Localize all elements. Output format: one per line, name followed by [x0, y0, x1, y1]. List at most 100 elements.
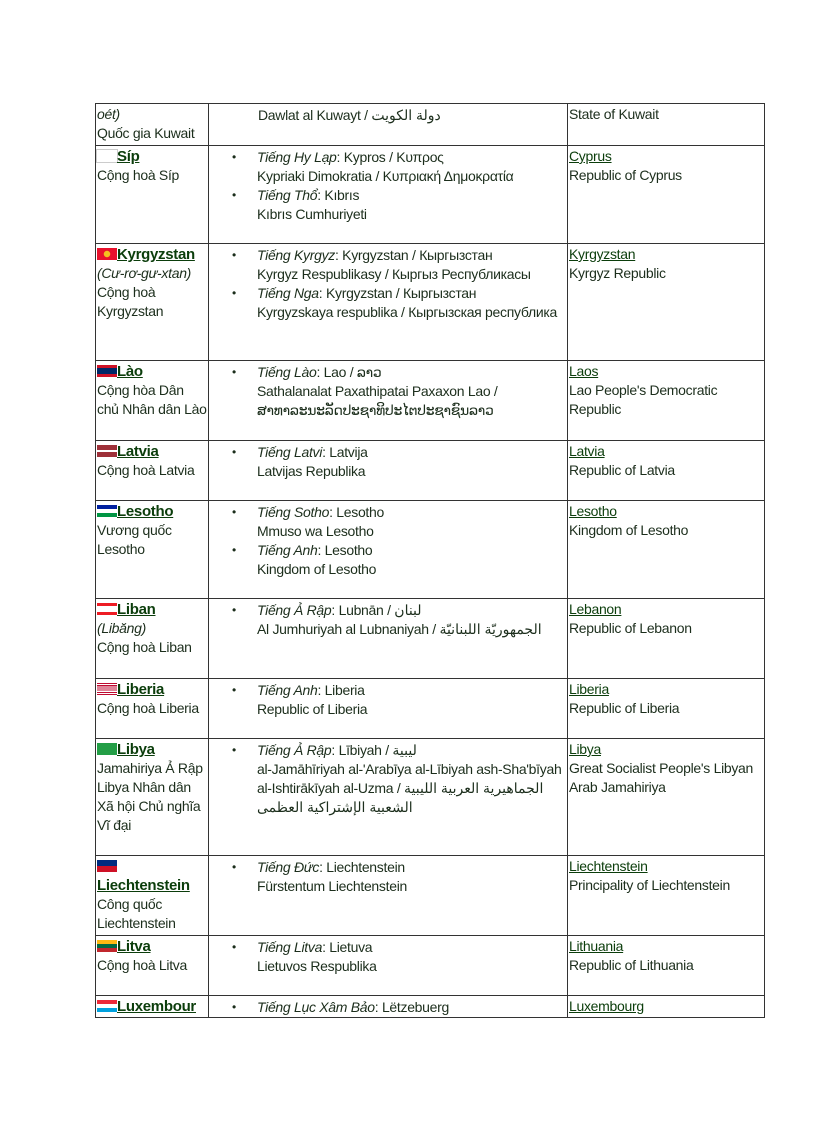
short-name: Lubnān / لبنان	[338, 602, 422, 618]
country-link[interactable]: Lesotho	[117, 503, 174, 520]
vietnamese-cell: Liechtenstein Công quốc Liechtenstein	[95, 855, 209, 936]
vietnamese-cell: Síp Cộng hoà Síp	[95, 145, 209, 244]
native-cell: Tiếng Lục Xâm Bảo: Lëtzebuerg	[208, 995, 568, 1018]
official-name-vi: Cộng hoà Litva	[97, 957, 187, 973]
full-name: Sathalanalat Paxathipatai Paxaxon Lao / …	[257, 383, 498, 418]
english-full-name: Lao People's Democratic Republic	[569, 382, 718, 417]
country-link[interactable]: Lào	[117, 363, 143, 380]
table-row: Latvia Cộng hoà Latvia Tiếng Latvi: Latvij…	[95, 440, 765, 501]
table-row: Liban (Libăng) Cộng hoà Liban Tiếng Ả Rập: …	[95, 598, 765, 679]
country-names-table: oét) Quốc gia Kuwait Dawlat al Kuwayt / دو…	[95, 103, 765, 1018]
official-name-vi: Cộng hòa Dân chủ Nhân dân Lào	[97, 382, 207, 417]
native-name: Dawlat al Kuwayt / دولة الكويت	[258, 107, 441, 123]
english-cell: Laos Lao People's Democratic Republic	[567, 360, 765, 441]
language-label: Tiếng Ả Rập	[257, 602, 332, 618]
full-name: Lietuvos Respublika	[257, 958, 377, 974]
english-full-name: Kingdom of Lesotho	[569, 522, 689, 538]
vietnamese-cell: Kyrgyzstan (Cư-rơ-gư-xtan) Cộng hoà Kyrgyz…	[95, 243, 209, 361]
table-row: Litva Cộng hoà Litva Tiếng Litva: LietuvaL…	[95, 935, 765, 996]
full-name: Fürstentum Liechtenstein	[257, 878, 407, 894]
english-cell: Latvia Republic of Latvia	[567, 440, 765, 501]
short-name: Kyrgyzstan / Кыргызстан	[325, 285, 477, 301]
vietnamese-cell: Lesotho Vương quốc Lesotho	[95, 500, 209, 599]
english-link[interactable]: Lithuania	[569, 938, 624, 954]
english-link[interactable]: Liechtenstein	[569, 858, 648, 874]
short-name: Kıbrıs	[324, 187, 360, 203]
vietnamese-cell: Liberia Cộng hoà Liberia	[95, 678, 209, 739]
english-cell: Lithuania Republic of Lithuania	[567, 935, 765, 996]
full-name: Latvijas Republika	[257, 463, 366, 479]
country-link[interactable]: Luxembour	[117, 998, 196, 1015]
english-cell: Liberia Republic of Liberia	[567, 678, 765, 739]
flag-lebanon-icon	[97, 603, 117, 615]
english-full-name: Republic of Latvia	[569, 462, 675, 478]
language-label: Tiếng Ả Rập	[257, 742, 332, 758]
country-link[interactable]: Liechtenstein	[97, 877, 190, 894]
short-name: Lesotho	[336, 504, 384, 520]
language-label: Tiếng Lào	[257, 364, 317, 380]
language-list: Tiếng Lục Xâm Bảo: Lëtzebuerg	[210, 998, 567, 1017]
language-label: Tiếng Anh	[257, 542, 318, 558]
flag-luxembourg-icon	[97, 1000, 117, 1012]
vietnamese-cell: oét) Quốc gia Kuwait	[95, 103, 209, 146]
short-name: Lao / ລາວ	[323, 364, 382, 380]
language-item: Tiếng Nga: Kyrgyzstan / КыргызстанKyrgyz…	[232, 284, 567, 322]
english-link[interactable]: Libya	[569, 741, 601, 757]
english-link[interactable]: Kyrgyzstan	[569, 246, 636, 262]
country-link[interactable]: Liban	[117, 601, 156, 618]
language-item: Tiếng Ả Rập: Lībiyah / ليبيةal-Jamāhīriy…	[232, 741, 567, 817]
english-full-name: Republic of Lebanon	[569, 620, 692, 636]
english-cell: Cyprus Republic of Cyprus	[567, 145, 765, 244]
english-link[interactable]: Latvia	[569, 443, 605, 459]
english-cell: Libya Great Socialist People's Libyan Ara…	[567, 738, 765, 856]
short-name: Kypros / Κυπρος	[343, 149, 444, 165]
full-name: Mmuso wa Lesotho	[257, 523, 374, 539]
country-link[interactable]: Síp	[117, 148, 140, 165]
full-name: Kyrgyz Respublikasy / Кыргыз Республикас…	[257, 266, 531, 282]
full-name: Kıbrıs Cumhuriyeti	[257, 206, 367, 222]
english-link[interactable]: Cyprus	[569, 148, 612, 164]
english-full-name: Republic of Liberia	[569, 700, 680, 716]
country-link[interactable]: Liberia	[117, 681, 165, 698]
vietnamese-cell: Lào Cộng hòa Dân chủ Nhân dân Lào	[95, 360, 209, 441]
table-row: oét) Quốc gia Kuwait Dawlat al Kuwayt / دو…	[95, 103, 765, 146]
english-link[interactable]: Laos	[569, 363, 599, 379]
full-name: Kingdom of Lesotho	[257, 561, 377, 577]
english-full-name: Republic of Lithuania	[569, 957, 694, 973]
short-name: Lesotho	[324, 542, 373, 558]
english-cell: Lesotho Kingdom of Lesotho	[567, 500, 765, 599]
country-link[interactable]: Kyrgyzstan	[117, 246, 195, 263]
english-link[interactable]: Liberia	[569, 681, 609, 697]
english-link[interactable]: Luxembourg	[569, 998, 644, 1014]
language-list: Tiếng Ả Rập: Lībiyah / ليبيةal-Jamāhīriy…	[210, 741, 567, 817]
country-link[interactable]: Latvia	[117, 443, 159, 460]
english-link[interactable]: Lesotho	[569, 503, 617, 519]
table-row: Libya Jamahiriya Ả Rập Libya Nhân dân Xã …	[95, 738, 765, 856]
official-name-vi: Cộng hoà Liban	[97, 639, 192, 655]
official-name-vi: Công quốc Liechtenstein	[97, 896, 176, 931]
country-link[interactable]: Libya	[117, 741, 155, 758]
country-link[interactable]: Litva	[117, 938, 151, 955]
english-link[interactable]: Lebanon	[569, 601, 622, 617]
full-name: Kyrgyzskaya respublika / Кыргызская респ…	[257, 304, 557, 320]
vietnamese-cell: Luxembour	[95, 995, 209, 1018]
english-cell: Luxembourg	[567, 995, 765, 1018]
full-name: Republic of Liberia	[257, 701, 368, 717]
official-name-vi: Cộng hoà Latvia	[97, 462, 195, 478]
short-name: Kyrgyzstan / Кыргызстан	[342, 247, 493, 263]
